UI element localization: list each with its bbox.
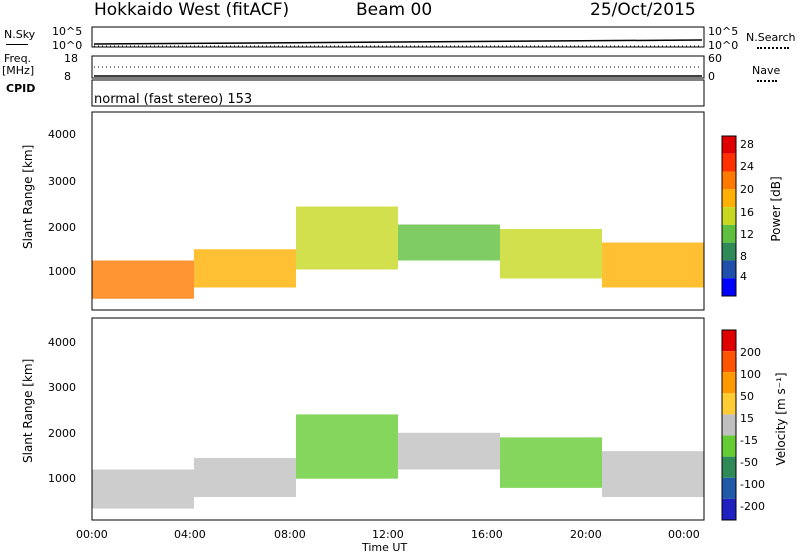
freq-label: Freq. bbox=[4, 52, 32, 65]
nave-legend-line bbox=[757, 80, 777, 82]
velocity-band-3 bbox=[398, 432, 500, 470]
nsearch-label: N.Search bbox=[746, 31, 796, 44]
power-band-1 bbox=[194, 249, 296, 288]
velocity-cb-tick: 200 bbox=[740, 346, 761, 359]
velocity-band-0 bbox=[92, 469, 194, 509]
power-ytick: 4000 bbox=[48, 128, 76, 141]
nsky-tick-top: 10^5 bbox=[52, 25, 83, 38]
velocity-cb-tick: -200 bbox=[740, 500, 765, 513]
nsky-line bbox=[93, 39, 703, 45]
velocity-cb-tick: 100 bbox=[740, 368, 761, 381]
power-cb-swatch bbox=[722, 171, 736, 190]
nave-tick-top: 60 bbox=[708, 52, 722, 65]
velocity-band-5 bbox=[602, 451, 704, 498]
cpid-value: normal (fast stereo) 153 bbox=[94, 92, 253, 107]
power-cb-tick: 12 bbox=[740, 228, 754, 241]
power-band-3 bbox=[398, 224, 500, 261]
power-panel-frame bbox=[91, 111, 705, 311]
nsearch-legend-line bbox=[757, 47, 789, 49]
freq-panel-frame bbox=[91, 55, 705, 79]
velocity-band-1 bbox=[194, 458, 296, 498]
velocity-band-2 bbox=[296, 414, 398, 479]
velocity-cb-frame bbox=[721, 329, 737, 521]
power-cb-swatch bbox=[722, 278, 736, 296]
power-band-5 bbox=[602, 242, 704, 288]
nave-label: Nave bbox=[752, 64, 781, 77]
nsearch-tick-bottom: 10^0 bbox=[708, 39, 739, 52]
xtick: 12:00 bbox=[372, 528, 404, 541]
nsky-panel-frame bbox=[91, 26, 705, 48]
nsky-legend-line bbox=[6, 44, 28, 45]
power-band-4 bbox=[500, 229, 602, 279]
velocity-cb-swatch bbox=[722, 435, 736, 457]
freq-tick-top: 18 bbox=[64, 52, 78, 65]
xtick: 00:00 bbox=[76, 528, 108, 541]
nave-tick-bottom: 0 bbox=[708, 70, 715, 83]
power-cb-tick: 20 bbox=[740, 183, 754, 196]
power-cb-swatch bbox=[722, 153, 736, 172]
power-ytick: 2000 bbox=[48, 221, 76, 234]
velocity-cb-swatch bbox=[722, 372, 736, 394]
xtick: 20:00 bbox=[570, 528, 602, 541]
nsky-tick-bottom: 10^0 bbox=[52, 39, 83, 52]
xtick: 00:00 bbox=[668, 528, 700, 541]
xtick: 16:00 bbox=[471, 528, 503, 541]
velocity-cb-swatch bbox=[722, 477, 736, 499]
power-band-2 bbox=[296, 206, 398, 270]
power-ytick: 1000 bbox=[48, 265, 76, 278]
power-cb-tick: 28 bbox=[740, 138, 754, 151]
x-axis-label: Time UT bbox=[362, 541, 408, 554]
power-cb-swatch bbox=[722, 224, 736, 243]
power-cb-swatch bbox=[722, 260, 736, 279]
power-cb-swatch bbox=[722, 207, 736, 225]
velocity-cb-swatch bbox=[722, 498, 736, 520]
xtick: 04:00 bbox=[174, 528, 206, 541]
velocity-cb-tick: -15 bbox=[740, 434, 758, 447]
power-cb-swatch bbox=[722, 189, 736, 208]
nsearch-tick-top: 10^5 bbox=[708, 25, 739, 38]
cpid-label: CPID bbox=[6, 82, 36, 95]
velocity-cb-swatch bbox=[722, 414, 736, 436]
velocity-cb-swatch bbox=[722, 351, 736, 373]
velocity-cb-tick: 15 bbox=[740, 412, 754, 425]
station-title: Hokkaido West (fitACF) bbox=[94, 0, 290, 20]
power-cb-swatch bbox=[722, 136, 736, 154]
velocity-ytick: 2000 bbox=[48, 427, 76, 440]
power-ytick: 3000 bbox=[48, 175, 76, 188]
velocity-band-4 bbox=[500, 437, 602, 488]
power-cb-tick: 16 bbox=[740, 206, 754, 219]
freq-unit: [MHz] bbox=[2, 64, 35, 77]
velocity-cb-tick: -50 bbox=[740, 456, 758, 469]
power-cb-frame bbox=[721, 135, 737, 297]
cpid-panel-frame bbox=[91, 79, 705, 107]
freq-tick-bottom: 8 bbox=[64, 70, 71, 83]
power-band-0 bbox=[92, 260, 194, 299]
xtick: 08:00 bbox=[274, 528, 306, 541]
power-cb-tick: 8 bbox=[740, 250, 747, 263]
velocity-panel-frame bbox=[91, 317, 705, 521]
power-cb-tick: 4 bbox=[740, 270, 747, 283]
date-title: 25/Oct/2015 bbox=[590, 0, 696, 20]
velocity-cb-tick: 50 bbox=[740, 390, 754, 403]
velocity-cb-swatch bbox=[722, 330, 736, 352]
velocity-cb-swatch bbox=[722, 456, 736, 478]
power-cb-tick: 24 bbox=[740, 160, 754, 173]
velocity-ytick: 1000 bbox=[48, 472, 76, 485]
velocity-ytick: 3000 bbox=[48, 381, 76, 394]
power-cb-swatch bbox=[722, 242, 736, 261]
nsky-label: N.Sky bbox=[4, 28, 36, 41]
velocity-cb-tick: -100 bbox=[740, 478, 765, 491]
beam-title: Beam 00 bbox=[356, 0, 433, 20]
velocity-ytick: 4000 bbox=[48, 336, 76, 349]
velocity-cb-swatch bbox=[722, 393, 736, 415]
